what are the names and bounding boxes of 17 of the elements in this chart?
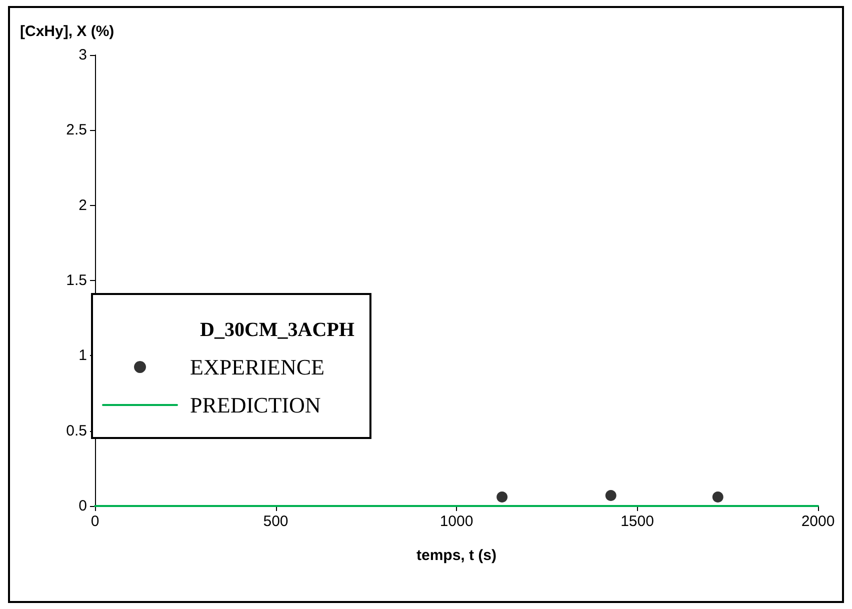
legend-label: PREDICTION (190, 392, 321, 418)
y-tick-label: 2 (78, 196, 87, 214)
legend-label: EXPERIENCE (190, 354, 324, 380)
x-tick-label: 1000 (440, 513, 474, 530)
x-tick-label: 0 (90, 513, 100, 530)
x-axis-title: temps, t (s) (416, 547, 497, 564)
legend-title: D_30CM_3ACPH (200, 319, 355, 341)
y-tick-label: 2.5 (66, 122, 87, 139)
y-tick-label: 3 (78, 46, 87, 64)
y-tick-label: 1 (78, 347, 87, 364)
x-tick-label: 1500 (620, 513, 654, 530)
y-tick-label: 0 (78, 498, 87, 514)
x-tick-label: 2000 (801, 513, 835, 530)
y-tick-label: 0.5 (66, 422, 87, 440)
x-tick-label: 500 (263, 513, 288, 530)
y-axis-title: [CxHy], X (%) (20, 23, 114, 40)
y-tick-label: 1.5 (66, 272, 87, 289)
